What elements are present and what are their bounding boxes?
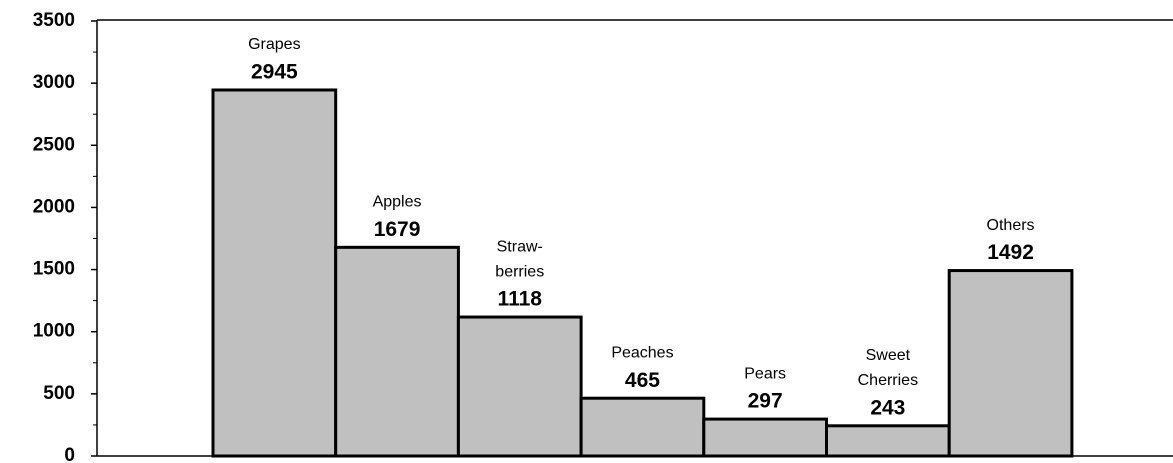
category-label: Sweet xyxy=(866,347,911,364)
value-label: 1679 xyxy=(374,218,421,241)
y-tick-label: 3000 xyxy=(33,72,75,93)
bar xyxy=(456,315,583,458)
y-tick-label: 1500 xyxy=(33,259,75,280)
category-label: berries xyxy=(495,263,544,280)
bar xyxy=(579,396,706,458)
y-tick-label: 2000 xyxy=(33,196,75,217)
category-label: Peaches xyxy=(611,344,673,361)
bar xyxy=(334,245,460,458)
y-tick-label: 500 xyxy=(43,383,75,404)
value-label: 297 xyxy=(748,390,783,413)
category-label: Apples xyxy=(373,194,422,211)
value-label: 1118 xyxy=(498,288,543,311)
category-label: Cherries xyxy=(858,372,918,389)
bar xyxy=(211,88,338,458)
y-tick-label: 1000 xyxy=(33,321,75,342)
bar xyxy=(702,417,828,458)
category-label: Others xyxy=(987,217,1035,234)
y-tick-label: 3500 xyxy=(33,10,75,31)
value-label: 1492 xyxy=(987,241,1034,264)
y-tick-label: 2500 xyxy=(33,134,75,155)
bar xyxy=(947,269,1074,458)
category-label: Pears xyxy=(744,365,786,382)
value-label: 243 xyxy=(870,396,905,419)
value-label: 2945 xyxy=(251,61,298,84)
category-label: Straw- xyxy=(497,238,543,255)
value-label: 465 xyxy=(625,369,660,392)
y-tick-label: 0 xyxy=(64,445,75,463)
bar xyxy=(825,424,951,458)
category-label: Grapes xyxy=(248,36,300,53)
